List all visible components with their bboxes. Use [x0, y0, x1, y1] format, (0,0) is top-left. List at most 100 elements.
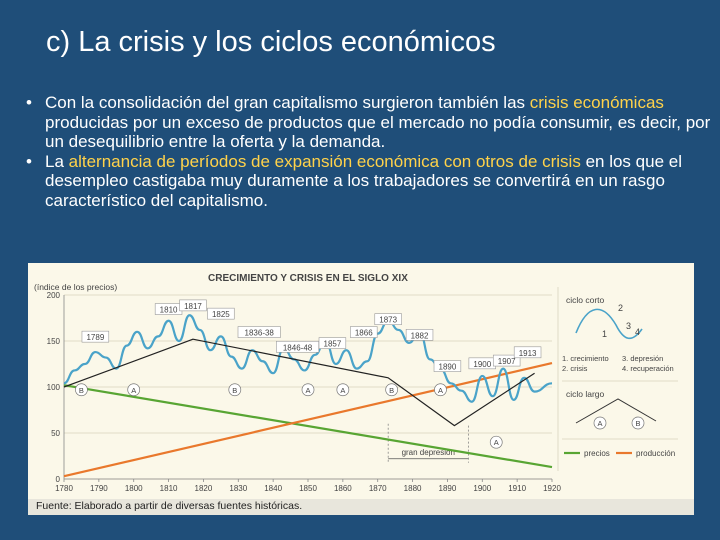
x-tick-label: 1780 [55, 484, 73, 493]
bullet-text-part: La [45, 151, 69, 171]
legend-number: 3 [626, 321, 631, 331]
legend-number: 4 [635, 327, 640, 337]
phase-label: A [340, 386, 345, 395]
bullet-text-part: en los que el desempleo castigaba muy du… [45, 151, 682, 210]
legend-short-cycle-wave [575, 308, 643, 340]
year-label: 1825 [212, 310, 230, 319]
slide-title: c) La crisis y los ciclos económicos [46, 26, 496, 58]
legend-phase-marker [631, 416, 645, 430]
bullet-list: • Con la consolidación del gran capitali… [24, 93, 714, 210]
phase-label: B [79, 386, 84, 395]
phase-marker [228, 383, 242, 397]
phase-marker [385, 383, 399, 397]
phase-label: B [232, 386, 237, 395]
x-tick-label: 1890 [439, 484, 457, 493]
bullet-item: • La alternancia de períodos de expansió… [24, 152, 714, 211]
year-label: 1866 [355, 329, 373, 338]
phase-marker [301, 383, 315, 397]
bullet-highlight: crisis económicas [529, 93, 664, 112]
phase-label: A [494, 438, 499, 447]
phase-marker [75, 383, 88, 397]
chart-source-bar: Fuente: Elaborado a partir de diversas f… [28, 499, 694, 515]
year-label: 1810 [160, 306, 178, 315]
x-tick-label: 1800 [125, 484, 143, 493]
x-tick-label: 1840 [264, 484, 282, 493]
bullet-item: • Con la consolidación del gran capitali… [24, 93, 714, 152]
year-label-box [350, 326, 378, 338]
phase-marker [336, 383, 350, 397]
chart-source: Fuente: Elaborado a partir de diversas f… [36, 500, 303, 512]
chart-title: CRECIMIENTO Y CRISIS EN EL SIGLO XIX [208, 273, 408, 284]
year-label: 1857 [324, 340, 342, 349]
year-label: 1846-48 [283, 343, 313, 352]
y-tick-label: 0 [56, 475, 61, 484]
x-tick-label: 1860 [334, 484, 352, 493]
year-label: 1789 [86, 333, 104, 342]
year-label: 1882 [411, 331, 429, 340]
x-tick-label: 1790 [90, 484, 108, 493]
x-tick-label: 1810 [160, 484, 178, 493]
year-label-box [318, 337, 347, 349]
legend-phase-b: B [635, 419, 640, 428]
x-tick-label: 1820 [195, 484, 213, 493]
phase-label: B [389, 386, 394, 395]
legend-item: 3. depresión [622, 354, 663, 363]
bullet-marker: • [26, 151, 32, 171]
legend-number: 1 [602, 329, 607, 339]
year-label-box [374, 313, 402, 325]
year-label-box [81, 330, 110, 343]
legend-number: 2 [618, 303, 623, 313]
chart-svg: CRECIMIENTO Y CRISIS EN EL SIGLO XIX (índ… [28, 263, 694, 499]
year-label: 1873 [379, 316, 397, 325]
x-tick-label: 1910 [508, 484, 526, 493]
series-producción [63, 362, 553, 478]
legend-long-cycle-icon [575, 398, 657, 424]
year-label: 1836-38 [245, 329, 275, 338]
year-label-box [433, 360, 462, 372]
phase-marker [127, 383, 141, 397]
depression-label: gran depresión [402, 448, 455, 457]
year-label: 1900 [473, 360, 491, 369]
year-label-box [237, 326, 281, 338]
x-tick-label: 1880 [404, 484, 422, 493]
y-tick-label: 50 [51, 429, 60, 438]
series-ciclo [63, 314, 553, 403]
year-label: 1907 [498, 357, 516, 366]
chart-figure: CRECIMIENTO Y CRISIS EN EL SIGLO XIX (índ… [28, 263, 694, 515]
phase-marker [489, 435, 503, 449]
y-tick-label: 150 [47, 337, 61, 346]
bullet-text: La alternancia de períodos de expansión … [45, 152, 682, 210]
chart-ylabel: (índice de los precios) [34, 282, 117, 292]
year-label-box [492, 354, 521, 367]
year-label-box [179, 299, 207, 312]
year-label: 1817 [184, 302, 202, 311]
series-tendencia [63, 338, 535, 427]
x-tick-label: 1830 [229, 484, 247, 493]
year-label-box [405, 329, 434, 341]
year-label: 1890 [439, 363, 457, 372]
legend-ciclo-largo: ciclo largo [566, 389, 605, 399]
phase-label: A [305, 386, 310, 395]
legend-label-precios: precios [584, 449, 610, 458]
x-tick-label: 1850 [299, 484, 317, 493]
phase-label: A [438, 386, 443, 395]
bullet-text: Con la consolidación del gran capitalism… [45, 93, 710, 151]
y-tick-label: 100 [47, 383, 61, 392]
year-label-box [207, 307, 235, 320]
legend-ciclo-corto: ciclo corto [566, 295, 605, 305]
year-label: 1913 [519, 349, 537, 358]
phase-label: A [131, 386, 136, 395]
bullet-text-part: Con la consolidación del gran capitalism… [45, 93, 530, 112]
x-tick-label: 1900 [473, 484, 491, 493]
legend-item: 4. recuperación [622, 364, 674, 373]
y-tick-label: 200 [47, 291, 61, 300]
legend-item: 2. crisis [562, 364, 588, 373]
legend-phase-a: A [597, 419, 602, 428]
legend-item: 1. crecimiento [562, 354, 609, 363]
x-tick-label: 1870 [369, 484, 387, 493]
x-tick-label: 1920 [543, 484, 561, 493]
legend-label-produccion: producción [636, 449, 675, 458]
bullet-text-part: producidas por un exceso de productos qu… [45, 112, 711, 152]
bullet-highlight: alternancia de períodos de expansión eco… [68, 151, 581, 171]
series-precios [63, 384, 553, 469]
